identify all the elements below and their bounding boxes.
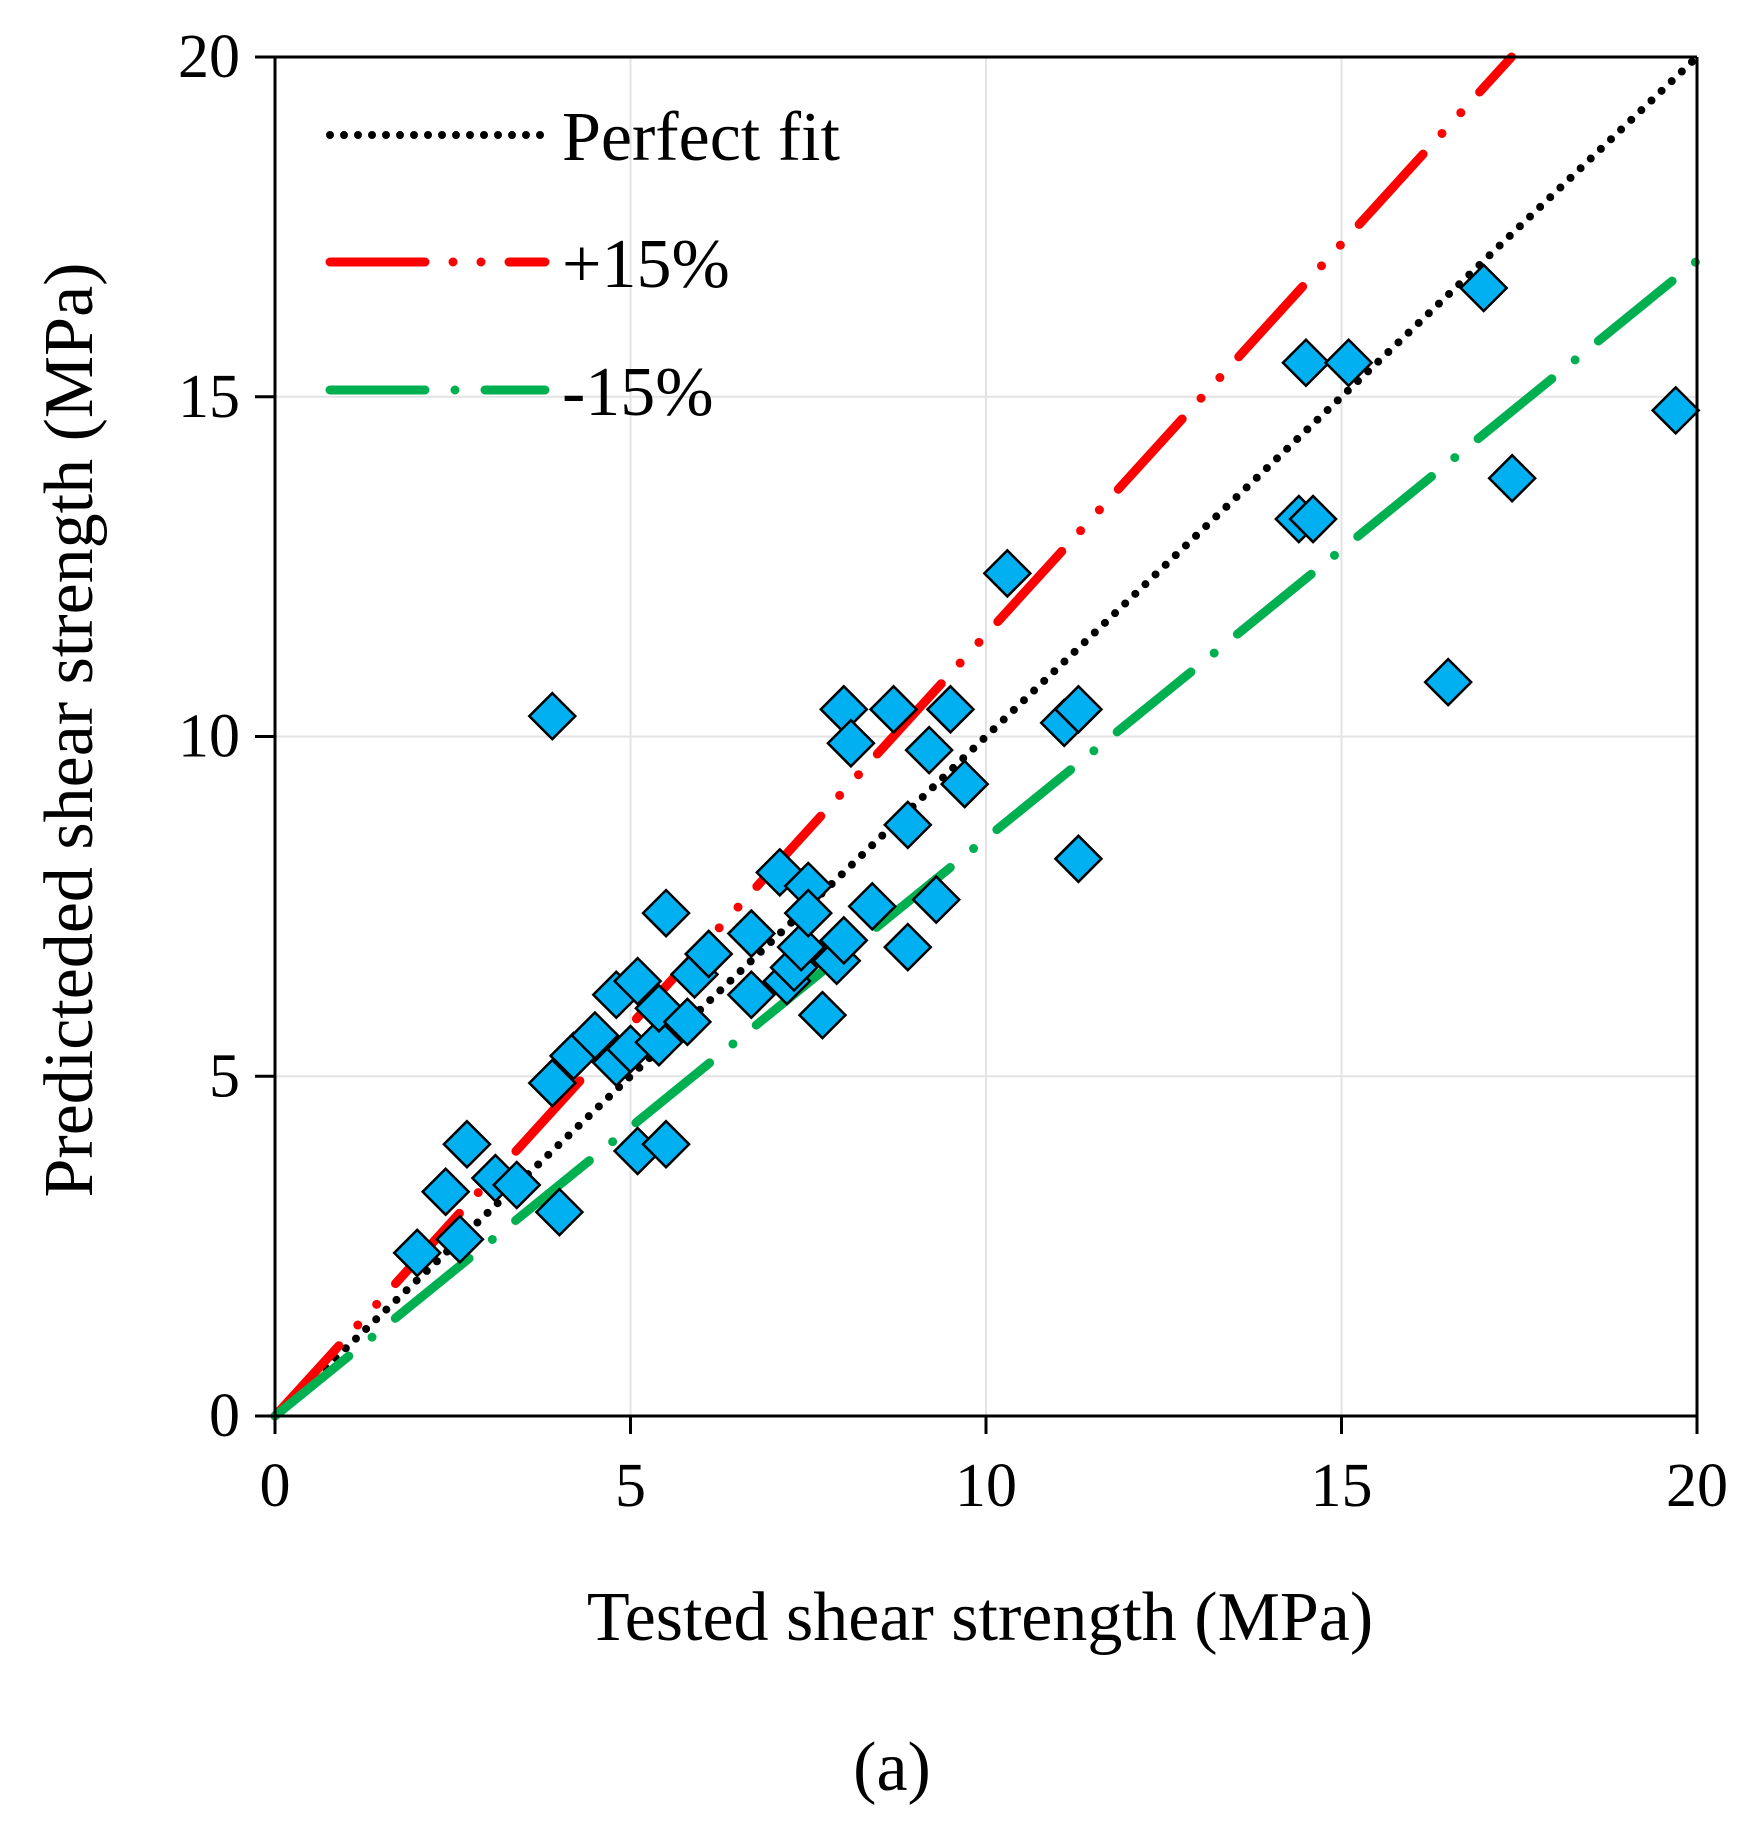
x-axis-title: Tested shear strength (MPa) [587,1579,1373,1656]
data-points [392,263,1701,1278]
reference-lines [270,52,1702,1421]
data-point [527,691,578,741]
data-point [534,1187,585,1237]
data-point [641,1119,691,1169]
legend-label-0: Perfect fit [562,99,840,176]
data-point [797,990,848,1040]
y-tick-label: 0 [209,1382,240,1450]
data-point [1288,494,1338,544]
data-point [939,759,990,809]
y-tick-label: 5 [209,1042,240,1110]
data-point [662,997,713,1047]
data-point [925,684,976,735]
axes [255,55,1699,1434]
data-point [911,874,961,925]
legend: Perfect fit +15% -15% [325,99,840,431]
data-point [420,1166,471,1217]
data-point [570,1010,620,1061]
data-point [634,1017,684,1068]
data-point [442,1119,492,1169]
data-point [683,929,734,979]
data-point [1458,263,1509,313]
tick-labels: 0 5 10 15 20 0 5 10 15 20 [178,23,1728,1520]
reference-line-1 [270,52,1517,1421]
data-point [1281,338,1331,388]
data-point [776,922,826,972]
data-point [1053,684,1104,735]
panel-label: (a) [853,1729,931,1806]
x-tick-label: 20 [1666,1452,1728,1520]
y-axis-title: Predicteded shear strength (MPa) [31,263,108,1198]
data-point [1053,834,1104,884]
data-point [1650,385,1701,436]
x-tick-label: 10 [955,1452,1017,1520]
data-point [491,1160,542,1210]
legend-label-1: +15% [562,226,730,303]
data-point [1487,453,1537,504]
data-point [883,922,933,972]
data-point [868,684,919,735]
data-point [819,915,869,966]
data-point [726,969,777,1020]
data-point [641,888,691,938]
data-point [847,881,898,932]
data-point [826,718,876,769]
data-point [883,800,933,850]
y-tick-label: 15 [178,363,240,431]
y-tick-label: 20 [178,23,240,91]
legend-label-2: -15% [562,354,714,431]
data-point [1423,657,1473,707]
data-point [435,1214,485,1265]
data-point [1323,338,1374,388]
data-point [527,1058,578,1108]
data-point [982,548,1033,599]
data-point [634,983,684,1034]
data-point [392,1228,442,1278]
x-tick-label: 0 [260,1452,291,1520]
data-point [904,725,954,775]
x-tick-label: 15 [1311,1452,1373,1520]
y-tick-label: 10 [178,703,240,771]
data-point [612,956,663,1006]
reference-line-0 [271,53,1701,1420]
data-point [783,888,834,938]
x-tick-label: 5 [615,1452,646,1520]
data-point [726,908,777,959]
